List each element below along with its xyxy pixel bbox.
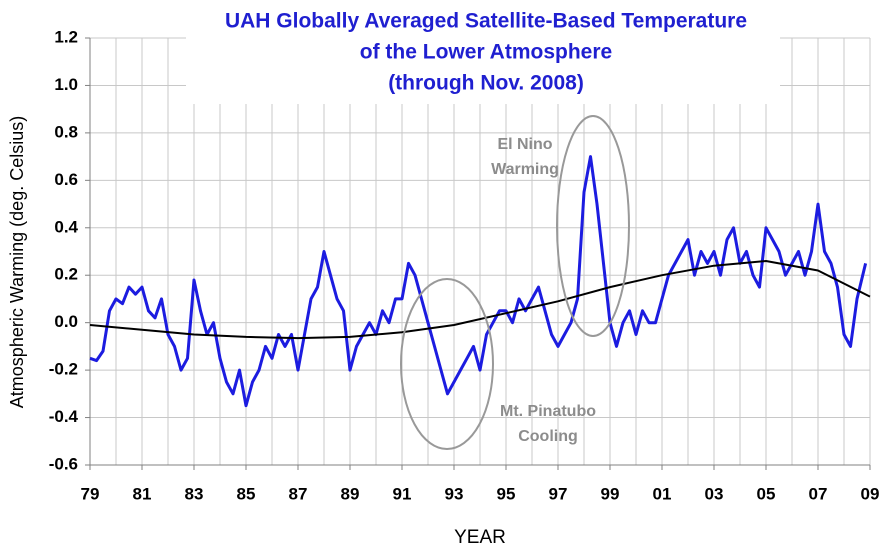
y-tick-label: -0.6 [49, 454, 78, 473]
x-tick-label: 93 [445, 484, 464, 503]
x-tick-label: 89 [341, 484, 360, 503]
x-tick-label: 87 [289, 484, 308, 503]
x-axis-label: YEAR [454, 527, 506, 548]
x-tick-label: 85 [237, 484, 256, 503]
y-tick-label: 0.8 [54, 122, 78, 141]
x-tick-label: 95 [497, 484, 516, 503]
chart-title: (through Nov. 2008) [388, 72, 584, 95]
chart-title: of the Lower Atmosphere [360, 41, 612, 64]
x-tick-label: 79 [81, 484, 100, 503]
x-tick-label: 81 [133, 484, 152, 503]
y-tick-label: -0.4 [49, 407, 79, 426]
x-tick-label: 03 [705, 484, 724, 503]
y-tick-label: -0.2 [49, 360, 78, 379]
annotation: Cooling [518, 428, 578, 445]
plot [89, 155, 871, 408]
y-tick-label: 1.2 [54, 27, 78, 46]
y-axis-label: Atmospheric Warming (deg. Celsius) [7, 116, 27, 408]
annotation: Mt. Pinatubo [500, 403, 596, 420]
y-tick-label: 0.4 [54, 217, 78, 236]
y-tick-label: 0.0 [54, 312, 78, 331]
pinatubo-ellipse [400, 278, 494, 450]
x-tick-label: 01 [653, 484, 672, 503]
y-tick-label: 0.2 [54, 265, 78, 284]
labels: -0.6 -0.4 -0.2 0.0 0.2 0.4 0.6 0.8 1.0 1.2 79 81 83 8… [7, 10, 880, 548]
x-tick-label: 05 [757, 484, 776, 503]
y-tick-label: 1.0 [54, 75, 78, 94]
el-nino-ellipse [556, 115, 630, 337]
annotation: El Nino [497, 136, 552, 153]
x-tick-label: 83 [185, 484, 204, 503]
y-tick-label: 0.6 [54, 170, 78, 189]
x-tick-label: 99 [601, 484, 620, 503]
title-background [186, 0, 780, 104]
chart-title: UAH Globally Averaged Satellite-Based Te… [225, 10, 747, 33]
annotation: Warming [491, 161, 559, 178]
x-tick-label: 91 [393, 484, 412, 503]
data-line [89, 260, 871, 340]
x-tick-label: 09 [861, 484, 880, 503]
x-tick-label: 97 [549, 484, 568, 503]
data-line [89, 155, 868, 408]
x-tick-label: 07 [809, 484, 828, 503]
